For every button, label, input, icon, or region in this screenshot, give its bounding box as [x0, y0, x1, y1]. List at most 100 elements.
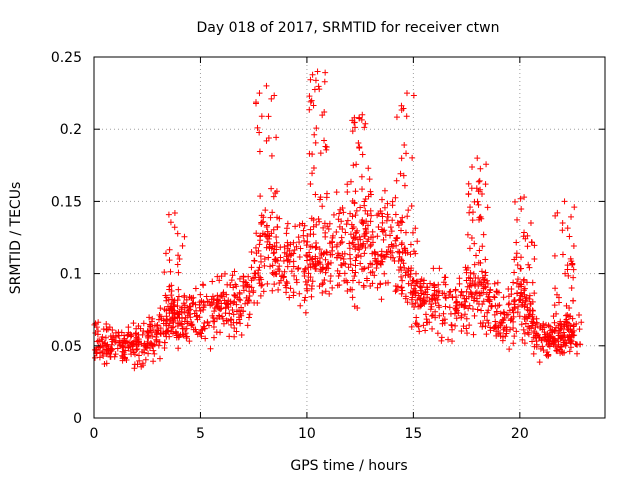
data-point — [432, 308, 439, 315]
y-tick-label: 0.1 — [60, 267, 82, 283]
data-point — [170, 299, 177, 306]
data-point — [517, 265, 524, 272]
data-point — [168, 324, 175, 331]
data-point — [458, 327, 465, 334]
data-point — [552, 285, 559, 292]
data-point — [409, 294, 416, 301]
data-point — [269, 287, 276, 294]
data-point — [313, 125, 320, 132]
data-point — [336, 223, 343, 230]
data-point — [312, 77, 319, 84]
data-point — [503, 328, 510, 335]
data-point — [149, 315, 156, 322]
data-point — [461, 304, 468, 311]
data-point — [165, 296, 172, 303]
data-point — [297, 302, 304, 309]
data-point — [291, 272, 298, 279]
data-point — [389, 243, 396, 250]
data-point — [498, 319, 505, 326]
data-point — [209, 278, 216, 285]
data-point — [296, 254, 303, 261]
data-point — [551, 319, 558, 326]
data-point — [561, 334, 568, 341]
data-point — [255, 267, 262, 274]
data-point — [166, 246, 173, 253]
data-point — [561, 339, 568, 346]
data-point — [360, 282, 367, 289]
data-point — [350, 223, 357, 230]
y-tick-label: 0.2 — [60, 122, 82, 138]
data-point — [336, 281, 343, 288]
data-point — [482, 256, 489, 263]
data-point — [470, 209, 477, 216]
data-point — [539, 343, 546, 350]
data-point — [483, 161, 490, 168]
data-point — [248, 284, 255, 291]
data-point — [350, 162, 357, 169]
data-point — [405, 207, 412, 214]
data-point — [352, 212, 359, 219]
data-point — [273, 234, 280, 241]
data-point — [305, 270, 312, 277]
data-point — [246, 288, 253, 295]
data-point — [393, 177, 400, 184]
data-point — [468, 293, 475, 300]
data-point — [155, 342, 162, 349]
data-point — [471, 261, 478, 268]
data-point — [233, 328, 240, 335]
data-point — [342, 229, 349, 236]
data-point — [329, 238, 336, 245]
data-point — [133, 346, 140, 353]
data-point — [570, 321, 577, 328]
data-point — [319, 289, 326, 296]
data-point — [478, 191, 485, 198]
data-point — [476, 177, 483, 184]
data-point — [307, 98, 314, 105]
data-point — [399, 214, 406, 221]
data-point — [336, 210, 343, 217]
data-point — [335, 216, 342, 223]
data-point — [168, 307, 175, 314]
data-point — [484, 317, 491, 324]
data-point — [491, 293, 498, 300]
data-point — [317, 194, 324, 201]
data-point — [326, 220, 333, 227]
data-point — [351, 114, 358, 121]
data-point — [398, 273, 405, 280]
data-point — [343, 277, 350, 284]
data-point — [316, 86, 323, 93]
data-point — [258, 219, 265, 226]
data-point — [127, 347, 134, 354]
data-point — [501, 325, 508, 332]
data-point — [358, 173, 365, 180]
data-point — [436, 265, 443, 272]
data-point — [121, 354, 128, 361]
data-point — [162, 292, 169, 299]
data-point — [310, 216, 317, 223]
data-point — [532, 324, 539, 331]
data-point — [166, 286, 173, 293]
data-point — [202, 335, 209, 342]
data-point — [357, 236, 364, 243]
data-point — [551, 302, 558, 309]
data-point — [523, 314, 530, 321]
data-point — [576, 326, 583, 333]
data-point — [401, 141, 408, 148]
data-point — [398, 155, 405, 162]
data-point — [418, 302, 425, 309]
data-point — [203, 293, 210, 300]
data-point — [347, 178, 354, 185]
data-point — [259, 281, 266, 288]
data-point — [515, 297, 522, 304]
data-point — [356, 115, 363, 122]
data-point — [566, 233, 573, 240]
data-point — [484, 280, 491, 287]
data-point — [367, 243, 374, 250]
data-point — [268, 230, 275, 237]
data-point — [344, 181, 351, 188]
data-point — [219, 315, 226, 322]
data-point — [419, 298, 426, 305]
data-point — [365, 236, 372, 243]
data-point — [500, 294, 507, 301]
data-point — [385, 243, 392, 250]
